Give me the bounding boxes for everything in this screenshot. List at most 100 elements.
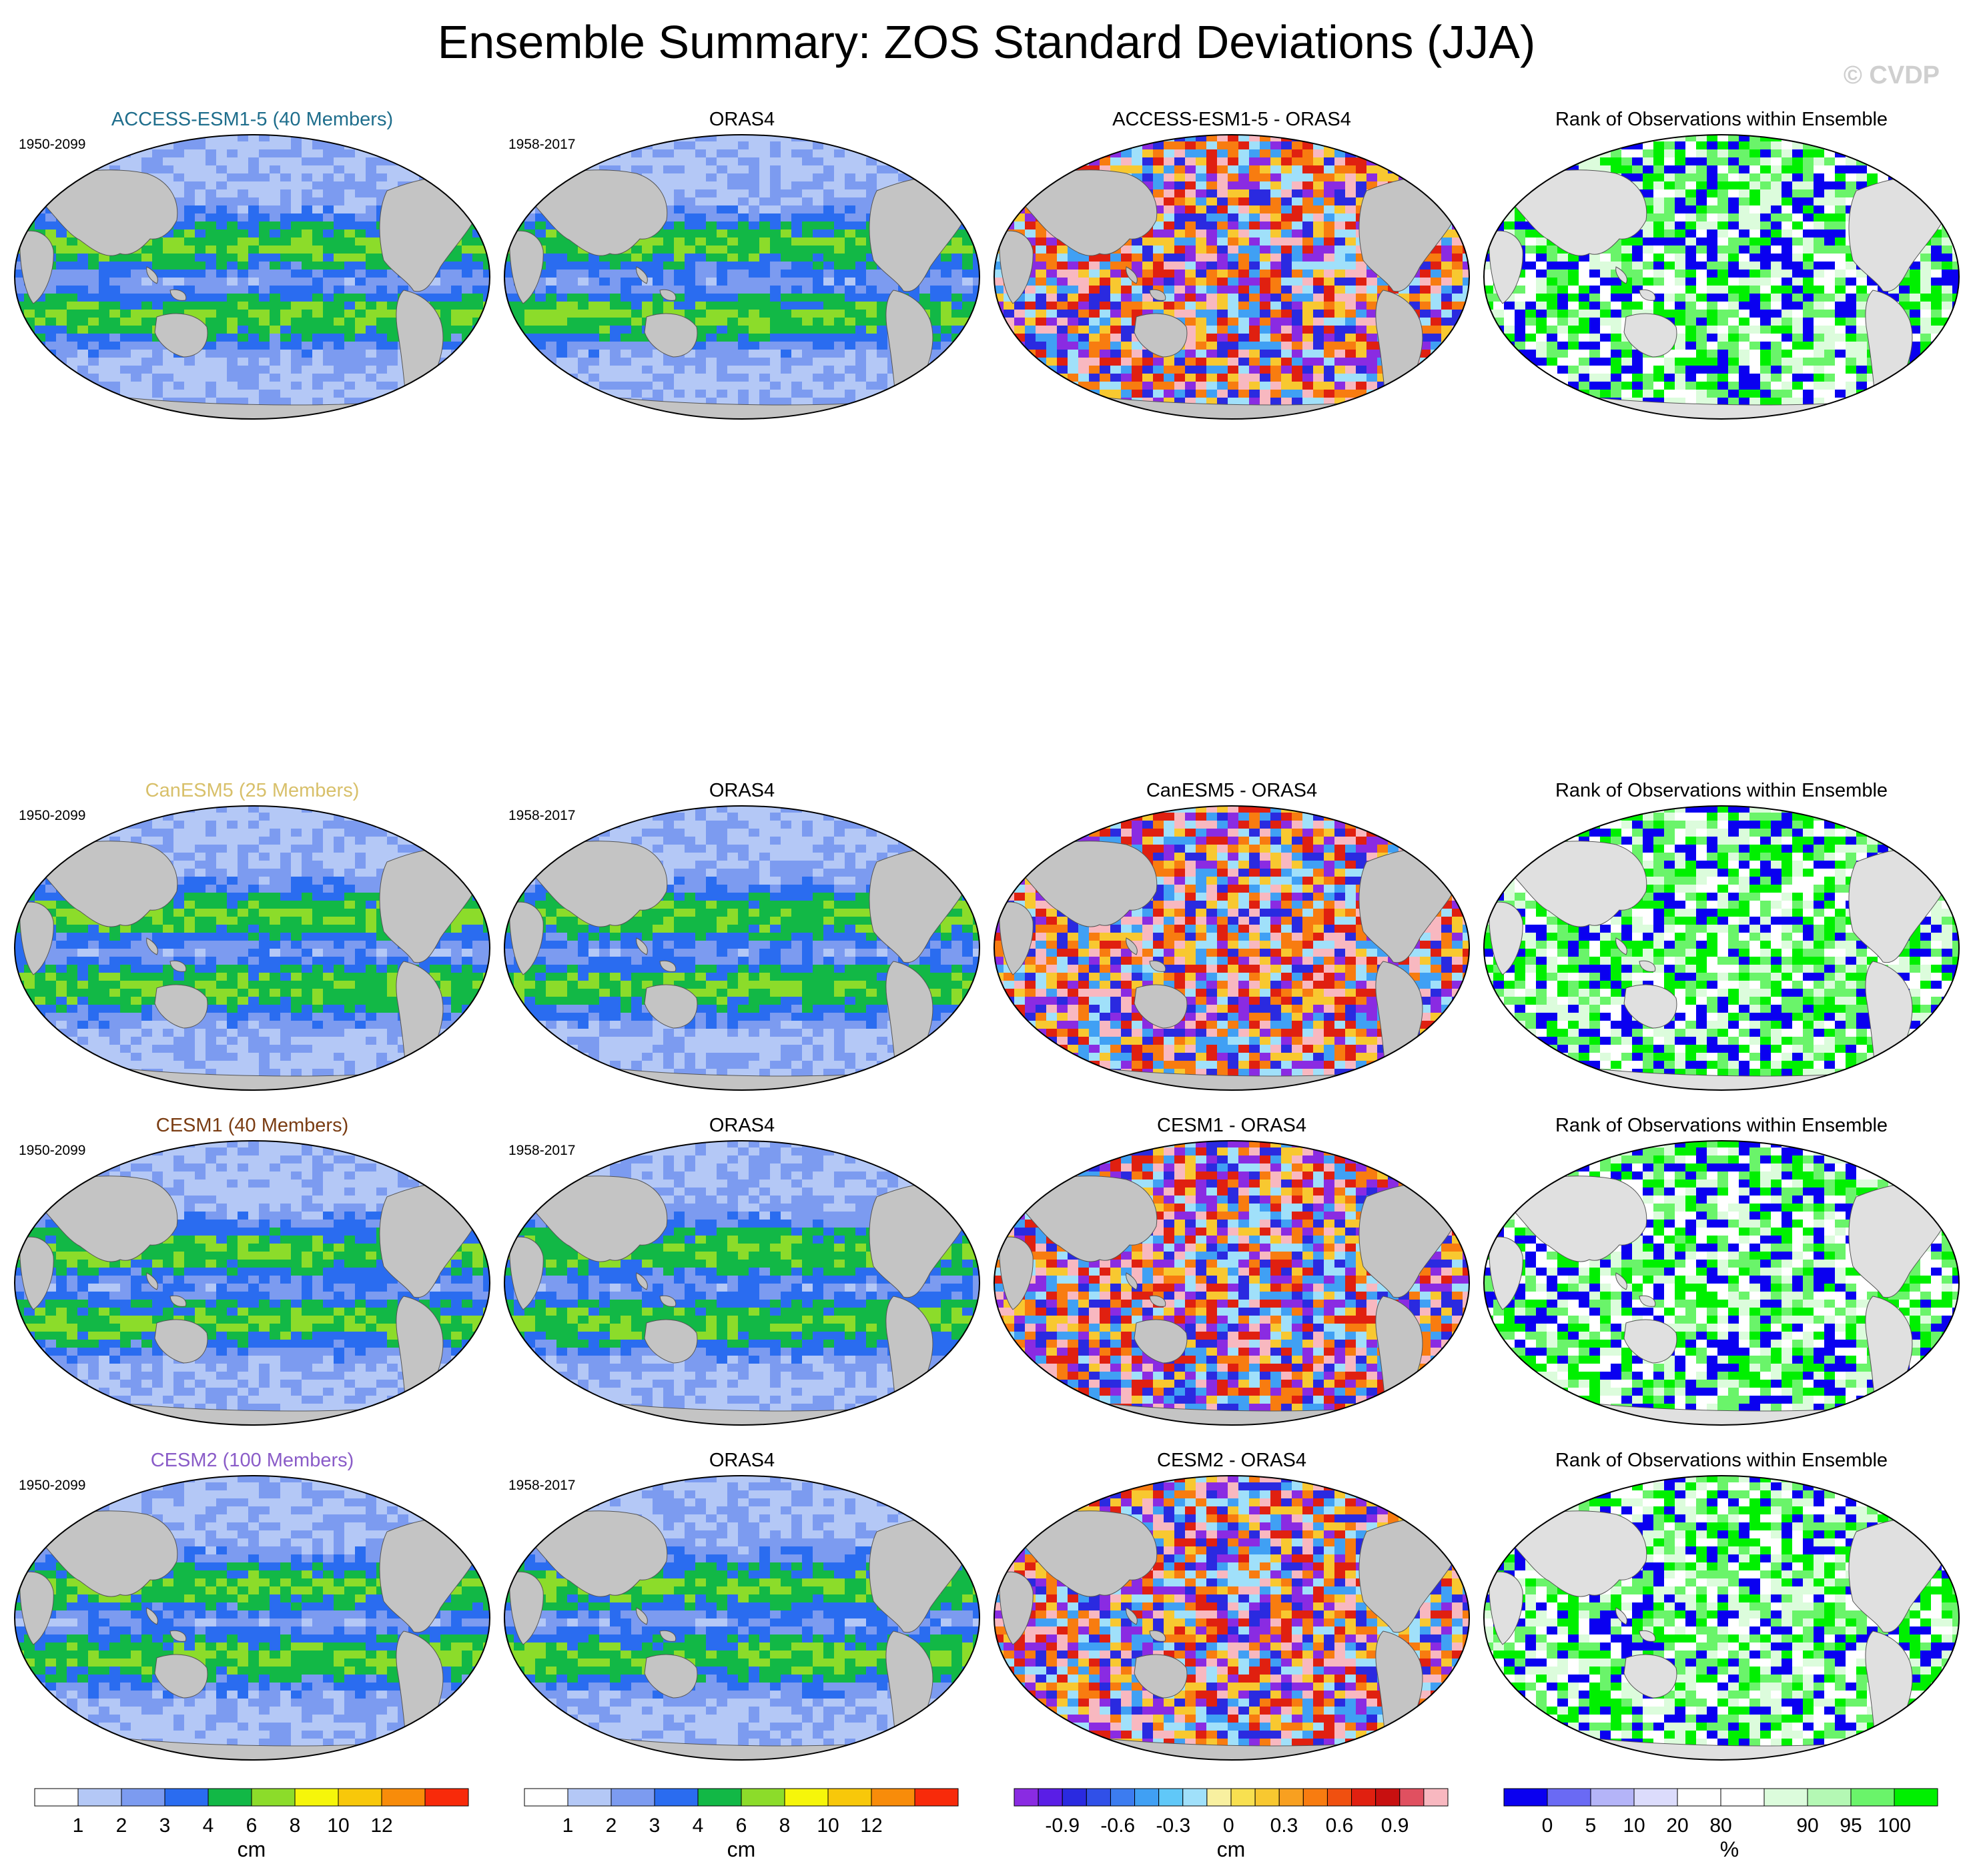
field-cell bbox=[35, 318, 45, 326]
field-cell bbox=[430, 398, 440, 406]
field-cell bbox=[845, 238, 855, 246]
field-cell bbox=[738, 246, 749, 254]
field-cell bbox=[67, 254, 77, 262]
field-cell bbox=[556, 286, 567, 294]
field-cell bbox=[994, 366, 1004, 374]
field-cell bbox=[280, 165, 291, 173]
field-cell bbox=[855, 181, 866, 189]
field-cell bbox=[1388, 149, 1399, 157]
field-cell bbox=[1292, 149, 1302, 157]
field-cell bbox=[877, 165, 887, 173]
field-cell bbox=[727, 398, 738, 406]
field-cell bbox=[1345, 390, 1356, 398]
field-cell bbox=[302, 294, 312, 302]
field-cell bbox=[877, 286, 887, 294]
field-cell bbox=[88, 366, 99, 374]
field-cell bbox=[685, 262, 695, 270]
field-cell bbox=[1388, 173, 1399, 181]
field-cell bbox=[1463, 197, 1469, 205]
field-cell bbox=[919, 286, 930, 294]
field-cell bbox=[717, 197, 727, 205]
field-cell bbox=[524, 350, 535, 358]
field-cell bbox=[77, 149, 88, 157]
field-cell bbox=[141, 149, 152, 157]
field-cell bbox=[472, 278, 483, 286]
field-cell bbox=[1196, 278, 1206, 286]
field-cell bbox=[535, 302, 546, 310]
field-cell bbox=[567, 141, 578, 149]
field-cell bbox=[259, 334, 270, 342]
field-cell bbox=[930, 318, 941, 326]
field-cell bbox=[344, 334, 355, 342]
field-cell bbox=[674, 221, 685, 229]
field-cell bbox=[813, 414, 823, 419]
field-cell bbox=[173, 382, 184, 390]
field-cell bbox=[685, 213, 695, 221]
field-cell bbox=[206, 205, 216, 213]
field-cell bbox=[472, 390, 483, 398]
field-cell bbox=[1121, 318, 1132, 326]
field-cell bbox=[163, 390, 173, 398]
field-cell bbox=[238, 342, 248, 350]
field-cell bbox=[663, 382, 674, 390]
field-cell bbox=[355, 278, 366, 286]
field-cell bbox=[813, 213, 823, 221]
field-cell bbox=[556, 334, 567, 342]
field-cell bbox=[1399, 157, 1409, 165]
field-cell bbox=[398, 390, 408, 398]
field-cell bbox=[56, 310, 67, 318]
field-cell bbox=[270, 318, 280, 326]
field-cell bbox=[1196, 326, 1206, 334]
field-cell bbox=[280, 278, 291, 286]
field-cell bbox=[15, 270, 24, 278]
field-cell bbox=[738, 229, 749, 238]
field-cell bbox=[440, 350, 451, 358]
field-cell bbox=[834, 294, 845, 302]
field-cell bbox=[483, 342, 490, 350]
field-cell bbox=[1431, 262, 1441, 270]
field-cell bbox=[35, 366, 45, 374]
field-cell bbox=[556, 294, 567, 302]
field-cell bbox=[1345, 254, 1356, 262]
field-cell bbox=[366, 302, 376, 310]
field-cell bbox=[685, 246, 695, 254]
field-cell bbox=[546, 326, 556, 334]
field-cell bbox=[1441, 189, 1452, 197]
field-cell bbox=[483, 181, 490, 189]
field-cell bbox=[1185, 310, 1196, 318]
field-cell bbox=[1100, 366, 1110, 374]
field-cell bbox=[355, 294, 366, 302]
field-cell bbox=[35, 398, 45, 406]
field-cell bbox=[866, 294, 877, 302]
field-cell bbox=[1292, 270, 1302, 278]
field-cell bbox=[1004, 350, 1014, 358]
field-cell bbox=[1441, 157, 1452, 165]
field-cell bbox=[1164, 294, 1174, 302]
field-cell bbox=[1164, 197, 1174, 205]
field-cell bbox=[1217, 334, 1228, 342]
field-cell bbox=[1185, 262, 1196, 270]
field-cell bbox=[685, 254, 695, 262]
field-cell bbox=[120, 141, 131, 149]
field-cell bbox=[791, 326, 802, 334]
field-cell bbox=[1463, 173, 1469, 181]
field-cell bbox=[1100, 286, 1110, 294]
field-cell bbox=[791, 390, 802, 398]
field-cell bbox=[227, 157, 238, 165]
field-cell bbox=[1238, 358, 1249, 366]
field-cell bbox=[823, 414, 834, 419]
field-cell bbox=[909, 398, 919, 406]
field-cell bbox=[184, 165, 195, 173]
field-cell bbox=[1249, 390, 1260, 398]
field-cell bbox=[483, 390, 490, 398]
field-cell bbox=[1014, 406, 1025, 414]
field-cell bbox=[141, 326, 152, 334]
field-cell bbox=[685, 181, 695, 189]
field-cell bbox=[472, 270, 483, 278]
field-cell bbox=[973, 221, 979, 229]
field-cell bbox=[610, 262, 621, 270]
field-cell bbox=[398, 141, 408, 149]
field-cell bbox=[834, 173, 845, 181]
field-cell bbox=[195, 310, 206, 318]
field-cell bbox=[15, 157, 24, 165]
